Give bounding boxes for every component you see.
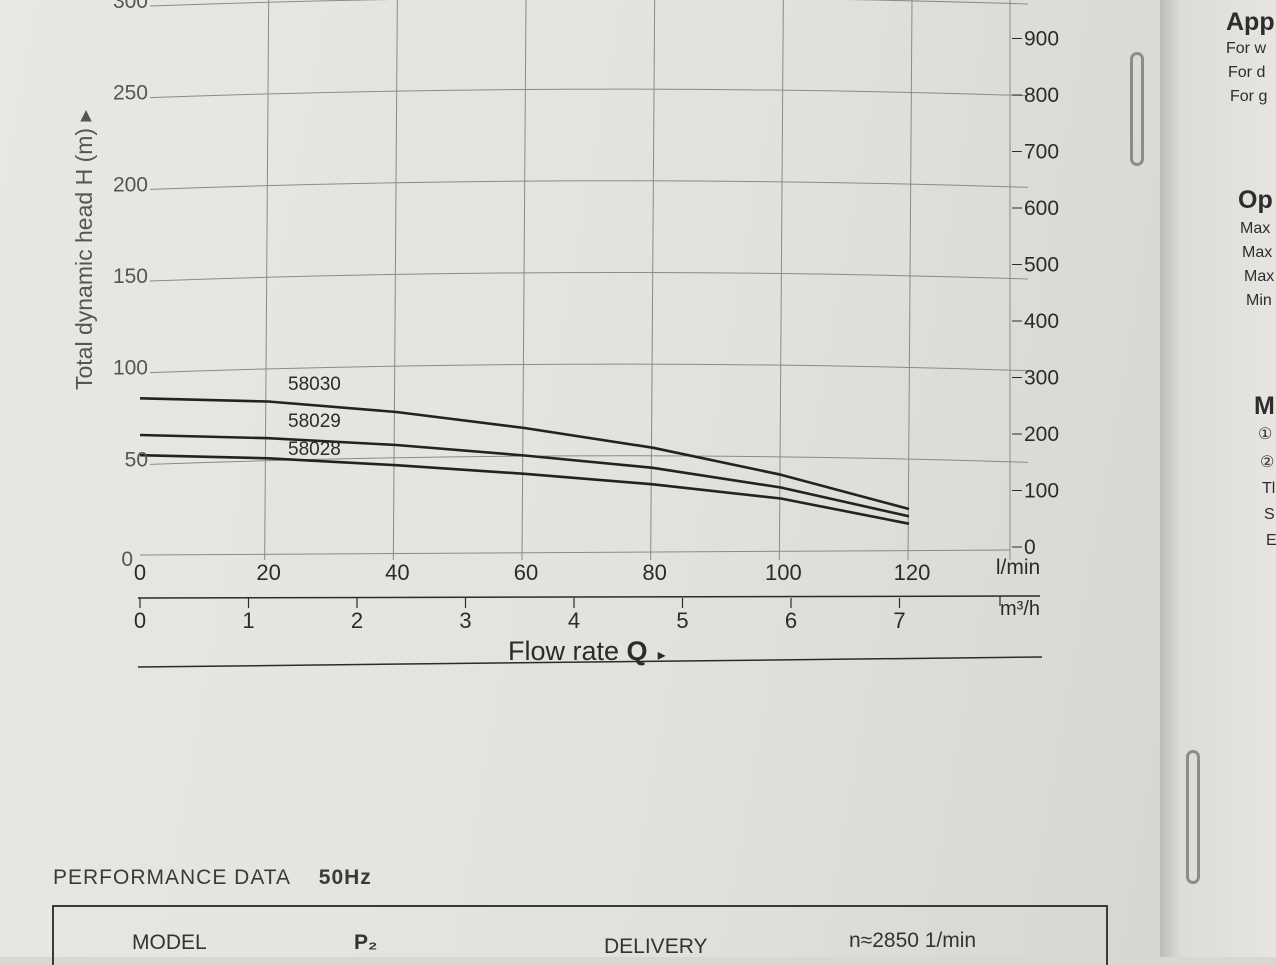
right-page-line: M — [1254, 392, 1275, 420]
right-page-line: Max — [1242, 244, 1273, 261]
x-tick-label-lmin: 120 — [894, 560, 931, 585]
x-tick-label-m3h: 5 — [676, 608, 688, 633]
gridline-h — [149, 88, 1029, 99]
performance-title-text: PERFORMANCE DATA — [53, 866, 290, 889]
x-tick-label-lmin: 40 — [385, 560, 409, 585]
header-delivery: DELIVERY — [604, 935, 708, 958]
staple-top — [1130, 52, 1144, 166]
y-tick-label: 250 — [113, 82, 148, 105]
right-page-line: ② — [1260, 454, 1275, 471]
x-tick-label-lmin: 20 — [256, 560, 280, 585]
axes — [137, 38, 1043, 668]
y2-tick-label: 0 — [1024, 536, 1036, 559]
x-axis-symbol: Q — [627, 636, 648, 666]
series-line-58029 — [139, 433, 910, 518]
gridline-h — [149, 271, 1029, 282]
gridline-h — [149, 180, 1029, 190]
gridline-v — [521, 0, 527, 561]
x-tick-label-lmin: 80 — [642, 560, 666, 585]
header-model: MODEL — [132, 931, 207, 954]
x-tick-label-lmin: 100 — [765, 560, 802, 585]
right-page-line: E — [1266, 532, 1276, 549]
header-speed: n≈2850 1/min — [849, 929, 977, 952]
gridline-v — [778, 0, 784, 561]
series-label-58029: 58029 — [288, 411, 341, 432]
x-tick-label-m3h: 2 — [351, 608, 363, 633]
right-page — [1160, 0, 1276, 957]
x-tick-label-m3h: 7 — [893, 608, 905, 633]
gridline-h — [149, 0, 1029, 7]
y-tick-label: 50 — [125, 448, 148, 471]
x-tick-label-m3h: 6 — [785, 608, 797, 633]
x-tick-label-m3h: 3 — [459, 608, 471, 633]
right-page-line: For d — [1228, 64, 1266, 81]
performance-table: MODEL P₂ DELIVERY n≈2850 1/min — [52, 905, 1108, 965]
right-page-line: Max — [1244, 268, 1275, 285]
y2-tick-label: 800 — [1024, 84, 1059, 107]
y2-tick-label: 900 — [1024, 28, 1059, 51]
right-page-line: Min — [1246, 292, 1272, 309]
y2-tick-label: 700 — [1024, 141, 1059, 164]
x-unit-m3h: m³/h — [1000, 598, 1040, 620]
gridline-h — [149, 455, 1029, 465]
y-tick-label: 150 — [113, 265, 148, 288]
gridline-v — [907, 0, 913, 561]
y2-tick-label: 300 — [1024, 367, 1059, 390]
y2-tick-label: 100 — [1024, 480, 1059, 503]
x-unit-lmin: l/min — [996, 556, 1040, 579]
y2-tick-label: 200 — [1024, 423, 1059, 446]
x-tick-label-m3h: 0 — [134, 608, 146, 633]
y2-tick-label: 400 — [1024, 310, 1059, 333]
grid — [139, 0, 1029, 561]
x-tick-label-lmin: 0 — [134, 560, 146, 585]
x-tick-label-m3h: 4 — [568, 608, 580, 633]
series — [139, 397, 910, 525]
staple-bottom — [1186, 750, 1200, 884]
right-page-line: S — [1264, 506, 1275, 523]
y-tick-label: 300 — [113, 0, 148, 13]
gridline-v — [392, 0, 398, 561]
y-tick-label: 0 — [121, 548, 133, 571]
right-page-line: ① — [1258, 426, 1273, 443]
baseline — [139, 549, 1011, 556]
series-line-58028 — [139, 453, 910, 525]
x-tick-label-lmin: 60 — [514, 560, 538, 585]
y-axis-title: Total dynamic head H (m) ▸ — [71, 110, 97, 390]
right-page-line: For g — [1230, 88, 1268, 105]
gridline-v — [650, 0, 656, 561]
y-tick-label: 200 — [113, 173, 148, 196]
y2-tick-label: 600 — [1024, 197, 1059, 220]
series-label-58030: 58030 — [288, 374, 341, 395]
series-line-58030 — [139, 397, 910, 511]
right-page-line: Op — [1238, 186, 1273, 214]
y-tick-label: 100 — [113, 357, 148, 380]
right-page-line: For w — [1226, 40, 1266, 57]
x-axis-title: Flow rate Q ▸ — [508, 636, 666, 666]
right-page-line: Max — [1240, 220, 1271, 237]
x-title-rule — [137, 656, 1043, 668]
y2-tick-label: 500 — [1024, 254, 1059, 277]
performance-data-title: PERFORMANCE DATA 50Hz — [53, 866, 372, 890]
header-power: P₂ — [354, 931, 378, 954]
x-axis-m3h — [137, 595, 1041, 599]
right-page-line: App — [1226, 8, 1275, 36]
gridline-v — [264, 0, 270, 561]
right-page-line: Tl — [1262, 480, 1276, 497]
series-label-58028: 58028 — [288, 439, 341, 460]
x-tick-label-m3h: 1 — [242, 608, 254, 633]
performance-frequency: 50Hz — [318, 866, 372, 889]
gridline-h — [149, 363, 1029, 374]
x-axis-arrow: ▸ — [658, 647, 666, 664]
